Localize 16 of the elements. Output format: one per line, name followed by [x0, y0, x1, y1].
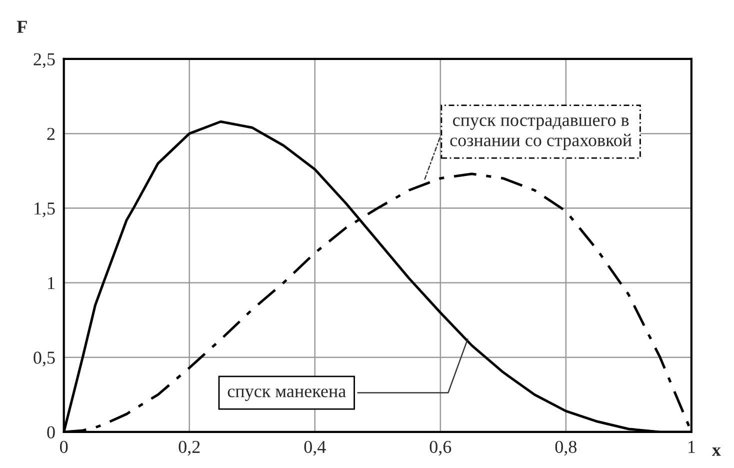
x-tick-label: 0,6 [430, 440, 452, 456]
y-tick-label: 0,5 [34, 352, 55, 366]
y-tick-label: 1 [48, 277, 54, 290]
x-tick-label: 0,8 [555, 440, 577, 456]
annotation: спуск манекена [228, 388, 346, 401]
y-tick-label: 0 [47, 426, 55, 438]
x-axis-title: x [712, 447, 721, 456]
y-tick-label: 2,5 [34, 53, 55, 68]
annotation: спуск пострадавшего в сознании со страховкой [450, 117, 632, 150]
y-axis-title: F [16, 20, 27, 33]
x-tick-label: 0,2 [178, 440, 200, 456]
y-tick-label: 1,5 [34, 202, 55, 218]
x-tick-label: 0 [60, 440, 68, 454]
y-tick-label: 2 [47, 128, 55, 140]
x-tick-label: 0,4 [304, 440, 326, 456]
x-tick-label: 1 [688, 440, 695, 453]
